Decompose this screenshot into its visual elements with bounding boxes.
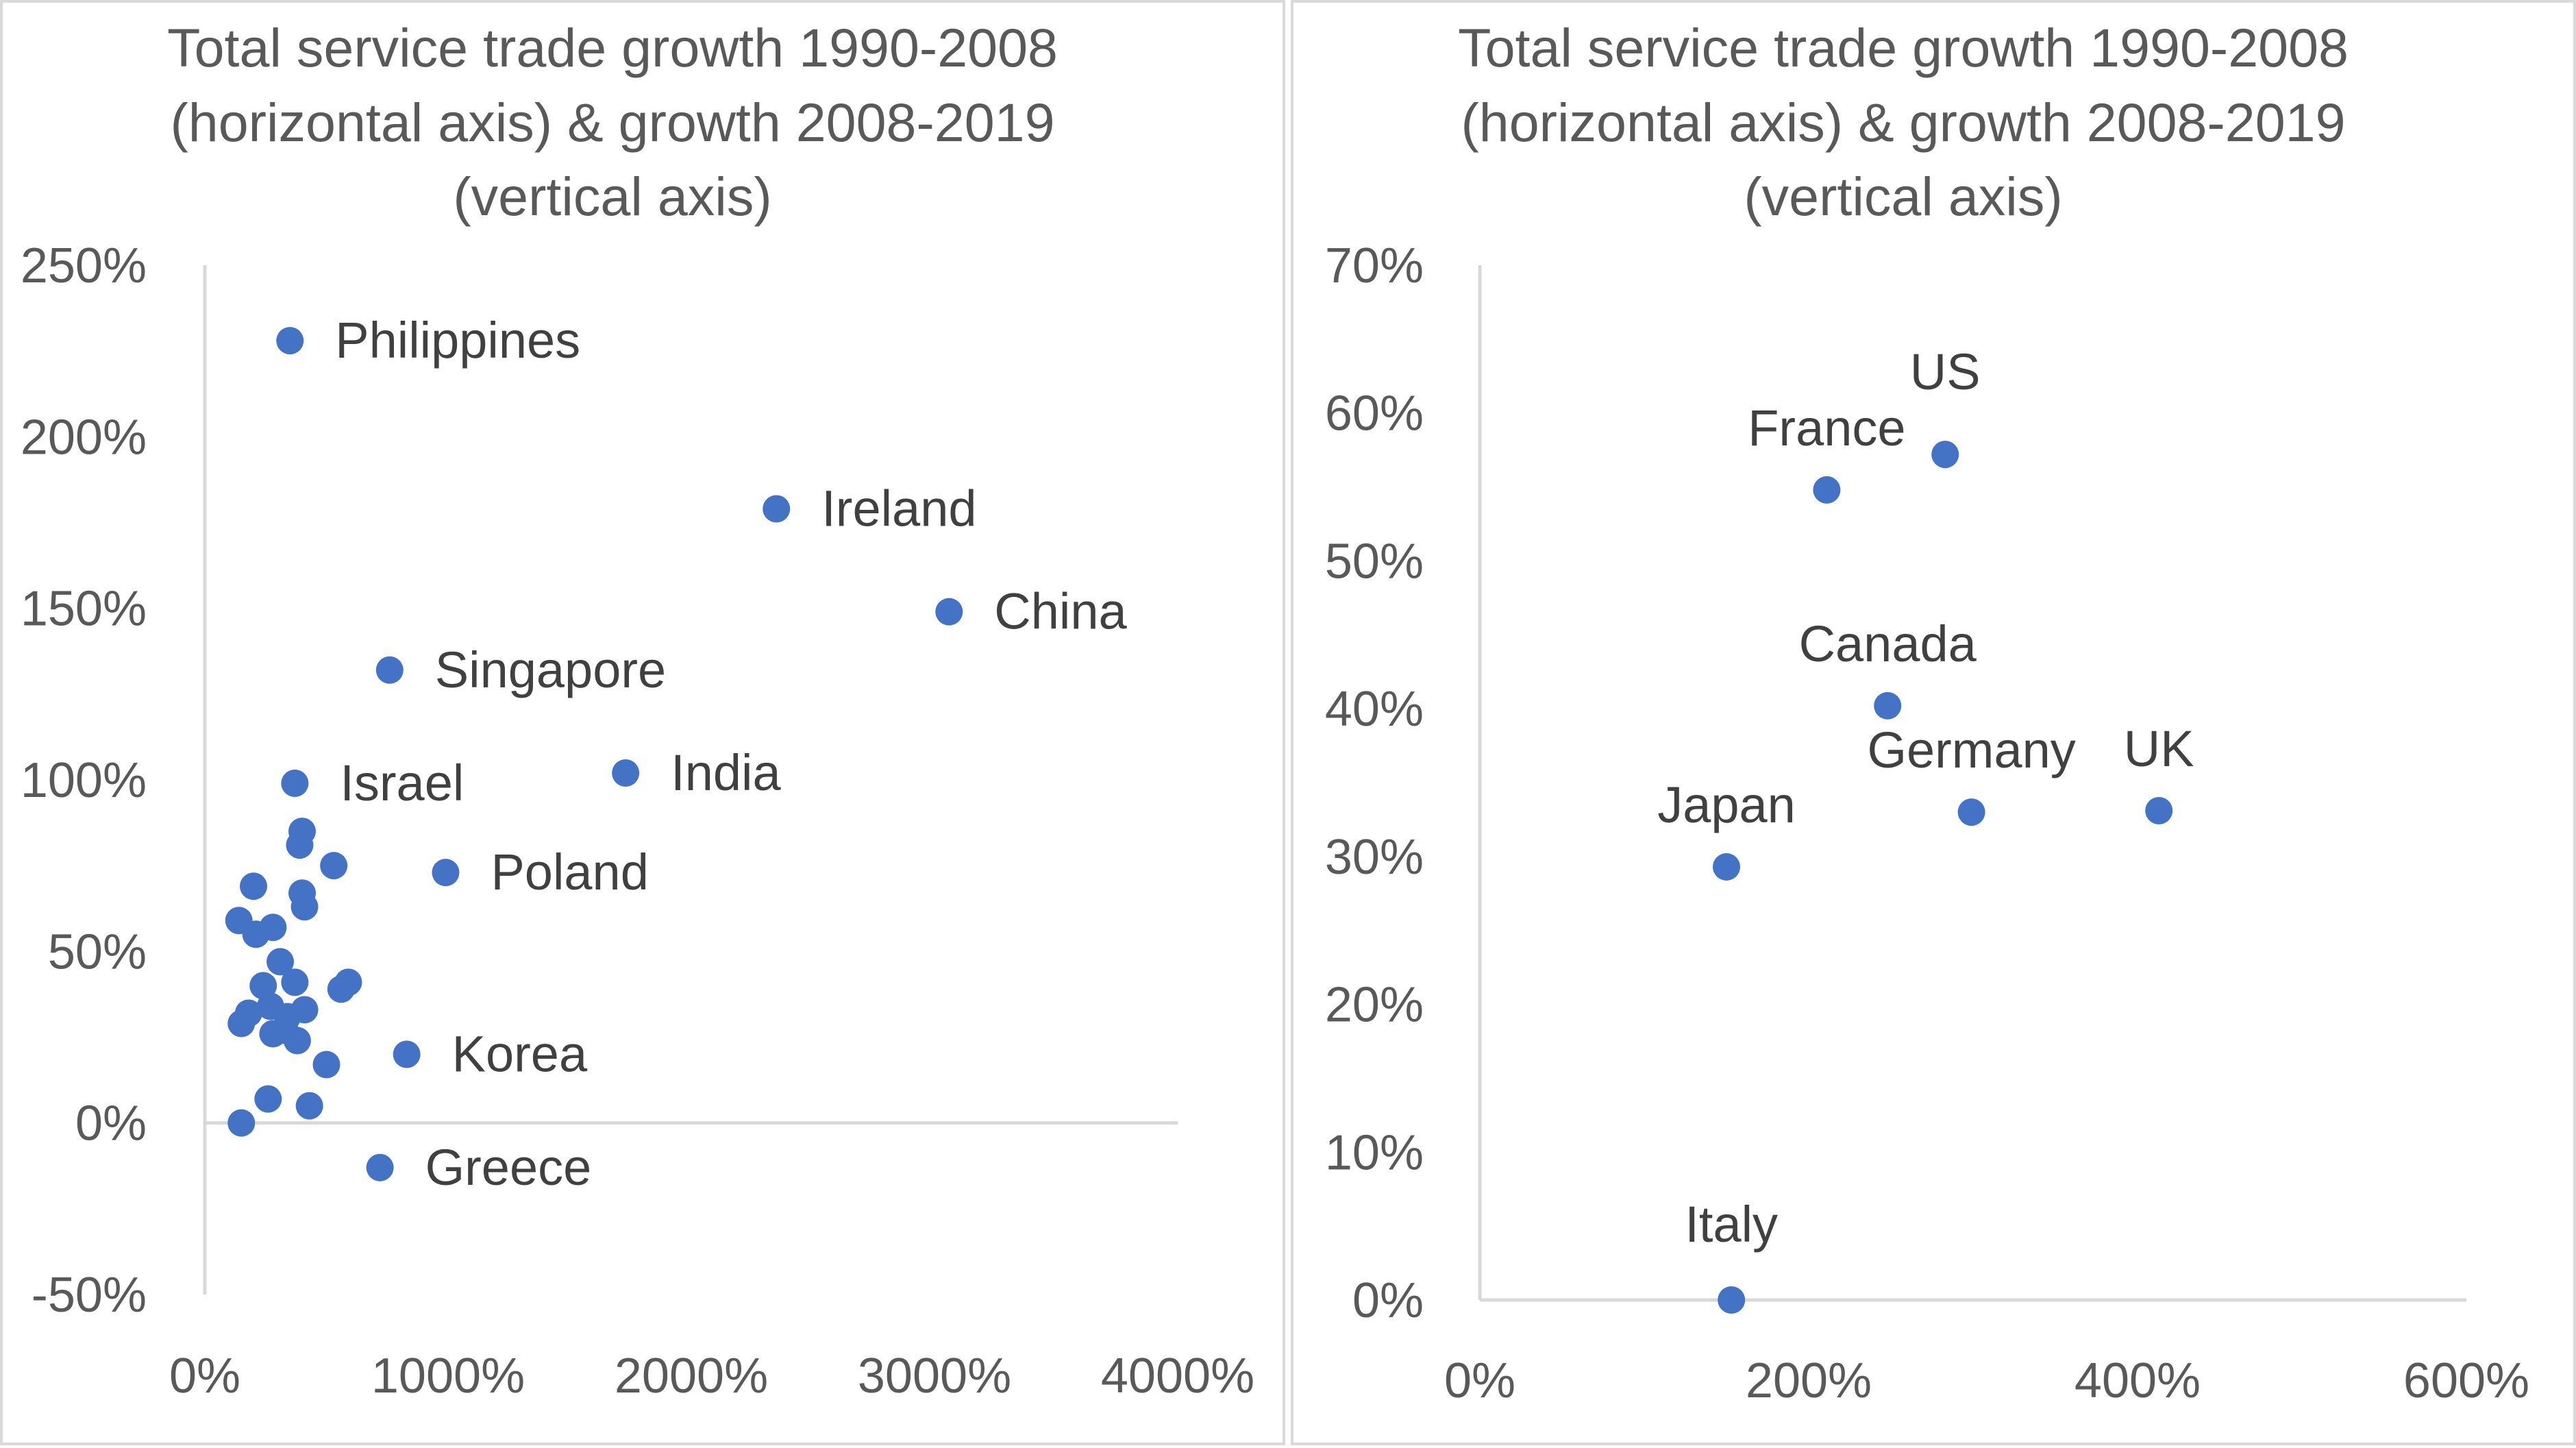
data-point: [393, 1040, 421, 1068]
data-point: [254, 1085, 282, 1113]
y-tick-label: 50%: [48, 924, 147, 979]
data-point: [432, 859, 460, 887]
scatter-chart-left: Total service trade growth 1990-2008 (hor…: [21, 17, 1254, 1403]
data-point: [286, 831, 314, 859]
data-label: Israel: [340, 754, 464, 811]
data-point: [312, 1051, 340, 1079]
data-label: France: [1748, 400, 1905, 456]
y-tick-label: -50%: [32, 1268, 147, 1323]
y-tick-label: 100%: [21, 753, 147, 808]
y-tick-label: 200%: [21, 410, 147, 465]
y-tick-label: 40%: [1325, 682, 1424, 737]
y-tick-label: 150%: [21, 582, 147, 637]
data-label: Philippines: [335, 312, 580, 369]
data-label: Italy: [1685, 1196, 1778, 1253]
data-point: [242, 920, 270, 948]
x-tick-label: 4000%: [1101, 1349, 1254, 1403]
data-point: [281, 968, 309, 996]
data-point: [612, 759, 640, 787]
data-point: [935, 598, 963, 626]
chart-title-line: Total service trade growth 1990-2008: [167, 17, 1058, 78]
scatter-chart-right: Total service trade growth 1990-2008 (hor…: [1325, 17, 2529, 1408]
data-point: [1813, 476, 1841, 504]
x-tick-label: 3000%: [858, 1349, 1011, 1403]
data-point: [295, 1092, 323, 1120]
data-label: UK: [2124, 720, 2194, 777]
data-label: Greece: [425, 1139, 592, 1196]
x-tick-label: 600%: [2403, 1353, 2529, 1408]
data-point: [366, 1153, 394, 1181]
data-point: [283, 1027, 311, 1055]
data-label: Poland: [491, 844, 648, 900]
chart-title-line: (vertical axis): [1744, 166, 2062, 227]
y-tick-label: 20%: [1325, 978, 1424, 1033]
data-point: [375, 656, 404, 684]
chart-title-line: (vertical axis): [453, 166, 771, 227]
chart-panel-left: Total service trade growth 1990-2008 (hor…: [0, 0, 1285, 1445]
y-tick-label: 30%: [1325, 830, 1424, 885]
data-label: Singapore: [435, 641, 666, 698]
data-label: Canada: [1799, 615, 1977, 672]
data-point: [327, 975, 355, 1003]
data-label: Germany: [1867, 722, 2075, 778]
data-point: [249, 972, 277, 1000]
chart-title-line: Total service trade growth 1990-2008: [1458, 17, 2349, 78]
data-point: [320, 852, 348, 880]
data-label: India: [671, 744, 781, 801]
data-point: [227, 1109, 256, 1137]
y-tick-label: 0%: [1352, 1273, 1424, 1328]
y-tick-label: 0%: [75, 1096, 147, 1151]
data-label: US: [1910, 343, 1981, 400]
data-point: [1931, 441, 1959, 469]
data-point: [281, 770, 309, 798]
x-tick-label: 0%: [169, 1349, 240, 1403]
data-label: Japan: [1657, 776, 1796, 833]
data-point: [267, 948, 295, 976]
data-point: [290, 893, 319, 921]
chart-panel-right: Total service trade growth 1990-2008 (hor…: [1291, 0, 2576, 1445]
data-point: [1874, 691, 1902, 720]
x-tick-label: 0%: [1444, 1353, 1515, 1408]
data-point: [227, 1009, 256, 1038]
data-label: China: [994, 583, 1127, 640]
y-tick-label: 70%: [1325, 238, 1424, 293]
data-point: [2145, 796, 2173, 824]
data-point: [1713, 852, 1740, 881]
data-point: [276, 327, 304, 355]
y-tick-label: 10%: [1325, 1125, 1424, 1180]
data-label: Korea: [452, 1026, 588, 1083]
x-tick-label: 2000%: [615, 1349, 768, 1403]
data-point: [240, 872, 267, 900]
y-tick-label: 60%: [1325, 386, 1424, 441]
data-point: [1718, 1286, 1746, 1314]
y-tick-label: 50%: [1325, 534, 1424, 589]
y-tick-label: 250%: [21, 238, 147, 293]
x-tick-label: 200%: [1746, 1353, 1872, 1408]
data-point: [1957, 798, 1985, 826]
x-tick-label: 400%: [2075, 1353, 2201, 1408]
data-point: [763, 495, 791, 523]
chart-title-line: (horizontal axis) & growth 2008-2019: [170, 92, 1054, 153]
chart-title-line: (horizontal axis) & growth 2008-2019: [1461, 92, 2345, 153]
data-label: Ireland: [821, 480, 976, 537]
x-tick-label: 1000%: [371, 1349, 525, 1403]
